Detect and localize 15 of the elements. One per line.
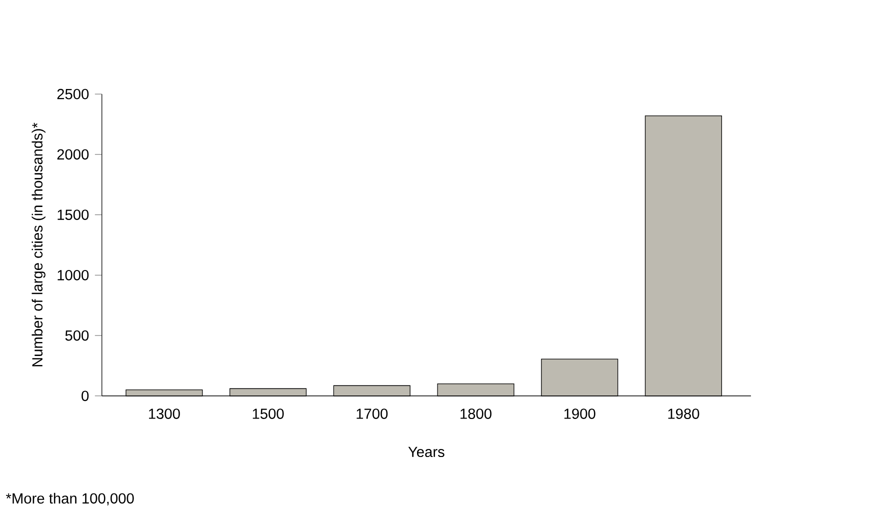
y-tick-label: 1500	[58, 210, 89, 220]
x-tick-label: 1800	[460, 408, 492, 420]
y-tick-label: 2000	[57, 149, 89, 160]
x-tick-label: 1300	[149, 408, 180, 420]
y-tick-label: 2500	[57, 88, 89, 100]
x-tick-label: 1500	[252, 408, 284, 420]
x-axis-title: Years	[408, 446, 444, 458]
y-axis-title: Number of large cities (in thousands)*	[32, 122, 46, 366]
x-tick-label: 1700	[356, 408, 388, 420]
y-tick-label: 500	[65, 330, 89, 341]
y-tick-label: 0	[82, 390, 89, 402]
text: *More than 100,000	[6, 492, 134, 506]
x-tick-label: 1900	[564, 408, 596, 420]
x-tick-label: 1980	[668, 408, 700, 420]
y-tick-label: 1000	[58, 270, 89, 280]
